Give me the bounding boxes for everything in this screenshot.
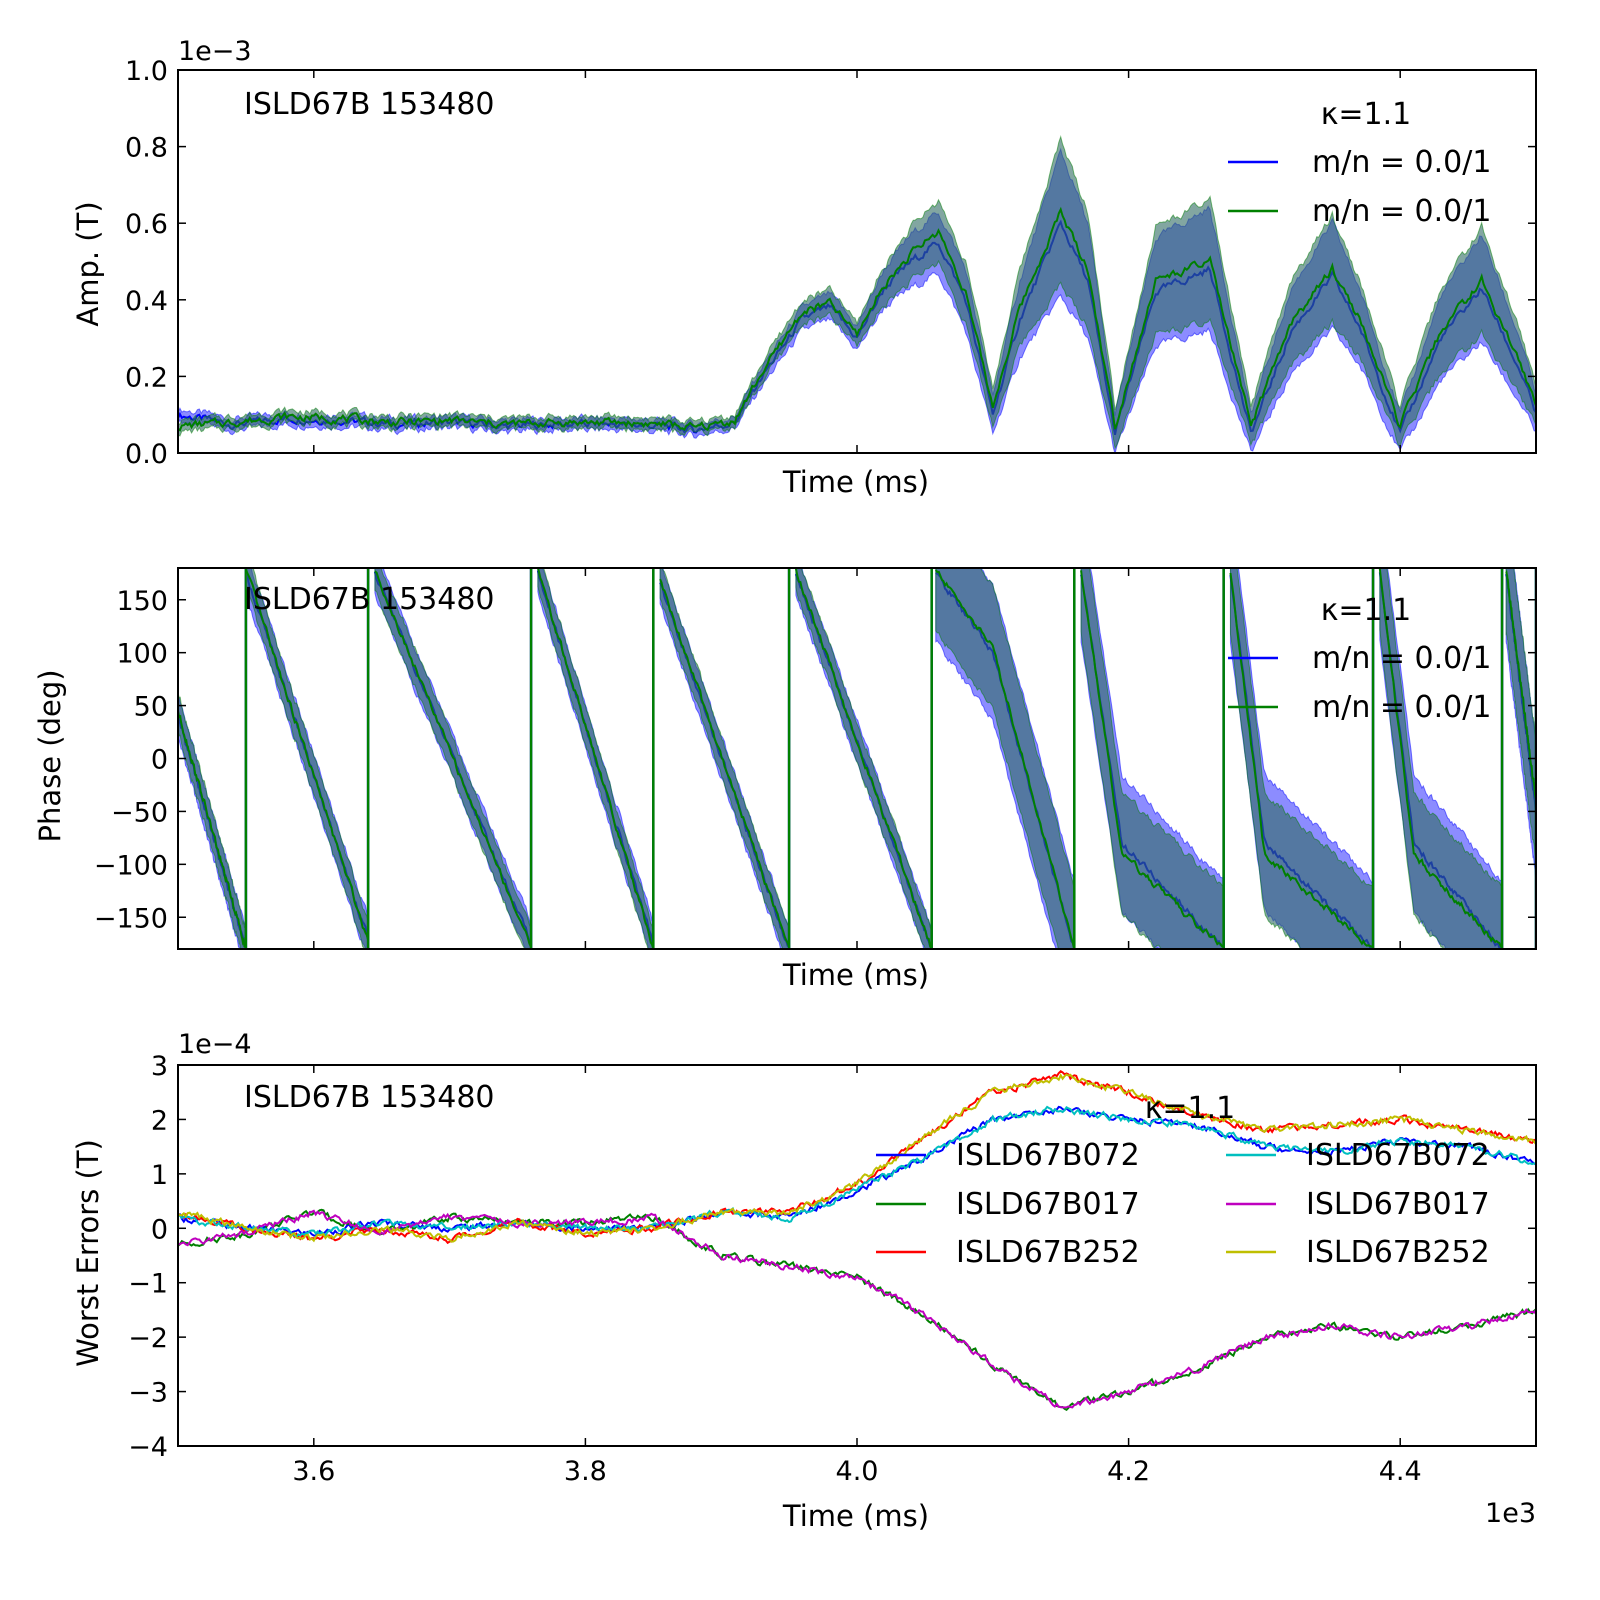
amplitude-xlabel: Time (ms) <box>782 465 929 499</box>
errors-ytick-label: 2 <box>151 1105 168 1136</box>
errors-legend-label-3: ISLD67B252 <box>956 1235 1140 1270</box>
errors-ylabel: Worst Errors (T) <box>71 1139 105 1367</box>
errors-xtick-label: 3.6 <box>292 1456 335 1487</box>
errors-ytick-label: 3 <box>151 1051 168 1082</box>
phase-band-2 <box>1505 568 1536 861</box>
errors-legend-label-2: ISLD67B017 <box>956 1187 1140 1222</box>
amplitude-ytick-label: 0.4 <box>125 286 168 317</box>
amplitude-plot-content: 0.0 0.2 0.4 0.6 0.8 1.0 <box>125 56 1537 470</box>
phase-band-2 <box>1080 568 1225 949</box>
amplitude-ytick-label: 0.8 <box>125 133 168 164</box>
amplitude-band-2 <box>178 134 1536 450</box>
errors-ytick-label: 0 <box>151 1214 168 1245</box>
amplitude-series-2-line <box>178 206 1536 432</box>
phase-series-group <box>178 568 1536 949</box>
errors-legend-title: κ=1.1 <box>1145 1091 1236 1126</box>
errors-legend-label-1: ISLD67B072 <box>956 1138 1140 1173</box>
phase-series-2-segment <box>374 570 532 948</box>
errors-ytick-label: −3 <box>128 1378 168 1409</box>
errors-ytick-label: −4 <box>128 1432 168 1463</box>
amplitude-annotation: ISLD67B 153480 <box>244 87 495 122</box>
phase-series-2-segment <box>794 568 933 949</box>
errors-series-6-line <box>178 1073 1536 1243</box>
phase-series-2-segment <box>1378 568 1503 949</box>
phase-legend-label-1: m/n = 0.0/1 <box>1312 641 1491 676</box>
amplitude-ytick-label: 0.6 <box>125 209 168 240</box>
phase-annotation: ISLD67B 153480 <box>244 582 495 617</box>
amplitude-panel: 0.0 0.2 0.4 0.6 0.8 1.0 Amp. (T) Time (ms) 1e… <box>71 36 1537 499</box>
phase-plot-content: −150 −100 −50 0 50 100 150 <box>94 567 1537 950</box>
phase-series-2-segment <box>1505 569 1536 800</box>
errors-plot-content: 3.6 3.8 4.0 4.2 4.4 −4 −3 −2 −1 0 1 2 3 <box>128 1051 1537 1487</box>
errors-x-offset-text: 1e3 <box>1485 1498 1536 1529</box>
errors-xtick-label: 4.0 <box>836 1456 879 1487</box>
amplitude-offset-text: 1e−3 <box>178 36 252 67</box>
errors-ytick-label: −1 <box>128 1269 168 1300</box>
errors-xtick-label: 3.8 <box>564 1456 607 1487</box>
amplitude-series-group <box>178 134 1536 453</box>
phase-series-2-segment <box>536 568 655 949</box>
phase-band-2 <box>935 568 1075 949</box>
phase-ylabel: Phase (deg) <box>33 669 67 842</box>
errors-offset-text: 1e−4 <box>178 1029 252 1060</box>
amplitude-ytick-label: 0.2 <box>125 362 168 393</box>
amplitude-ytick-label: 1.0 <box>125 56 168 87</box>
phase-series-2-segment <box>178 710 247 949</box>
errors-series-5-line <box>178 1209 1536 1409</box>
phase-series-2-segment <box>1080 570 1224 948</box>
amplitude-legend-label-1: m/n = 0.0/1 <box>1312 145 1491 180</box>
phase-series-2-segment <box>1229 572 1374 948</box>
errors-legend: κ=1.1 ISLD67B072 ISLD67B017 ISLD67B252 I… <box>876 1091 1490 1270</box>
amplitude-ytick-label: 0.0 <box>125 439 168 470</box>
phase-ytick-label: 100 <box>116 639 168 670</box>
phase-ytick-label: 0 <box>151 745 168 776</box>
errors-xtick-label: 4.4 <box>1379 1456 1422 1487</box>
phase-series-2-segment <box>244 568 370 941</box>
phase-panel: −150 −100 −50 0 50 100 150 Phase (deg) Time (m… <box>33 567 1537 992</box>
phase-legend-label-2: m/n = 0.0/1 <box>1312 690 1491 725</box>
phase-series-2-segment <box>934 569 1076 949</box>
phase-series-2-segment <box>659 578 791 948</box>
amplitude-legend-label-2: m/n = 0.0/1 <box>1312 194 1491 229</box>
errors-legend-label-6: ISLD67B252 <box>1306 1235 1490 1270</box>
phase-legend-title: κ=1.1 <box>1321 593 1412 628</box>
errors-ytick-label: 1 <box>151 1160 168 1191</box>
errors-series-4-line <box>178 1105 1536 1239</box>
errors-legend-label-4: ISLD67B072 <box>1306 1138 1490 1173</box>
errors-xtick-label: 4.2 <box>1107 1456 1150 1487</box>
errors-panel: 3.6 3.8 4.0 4.2 4.4 −4 −3 −2 −1 0 1 2 3 Worst Errors… <box>71 1029 1537 1533</box>
phase-ytick-label: −150 <box>94 903 168 934</box>
phase-xlabel: Time (ms) <box>782 958 929 992</box>
errors-annotation: ISLD67B 153480 <box>244 1080 495 1115</box>
phase-ytick-label: −100 <box>94 850 168 881</box>
errors-legend-label-5: ISLD67B017 <box>1306 1187 1490 1222</box>
errors-series-group <box>178 1070 1536 1412</box>
amplitude-legend: κ=1.1 m/n = 0.0/1 m/n = 0.0/1 <box>1228 97 1491 229</box>
errors-ytick-label: −2 <box>128 1323 168 1354</box>
amplitude-ylabel: Amp. (T) <box>71 201 105 326</box>
errors-xlabel: Time (ms) <box>782 1499 929 1533</box>
amplitude-legend-title: κ=1.1 <box>1321 97 1412 132</box>
phase-ytick-label: −50 <box>111 797 168 828</box>
phase-ytick-label: 150 <box>116 586 168 617</box>
phase-band-2 <box>1379 568 1503 949</box>
phase-ytick-label: 50 <box>134 692 168 723</box>
phase-legend: κ=1.1 m/n = 0.0/1 m/n = 0.0/1 <box>1228 593 1491 725</box>
